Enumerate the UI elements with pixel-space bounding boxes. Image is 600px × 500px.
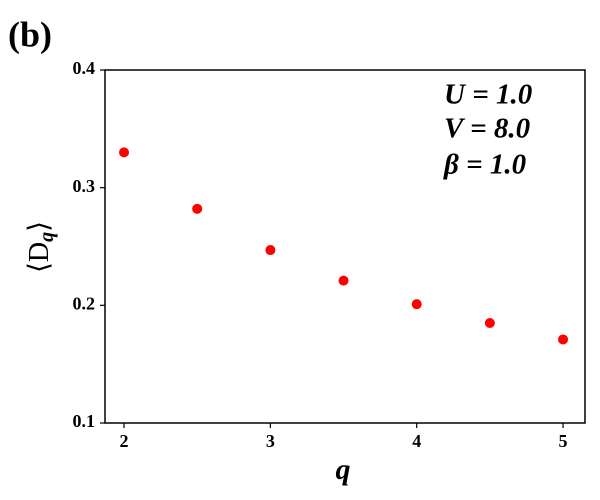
data-point — [411, 299, 422, 310]
y-axis-label: ⟨Dq⟩ — [24, 221, 57, 273]
annotation: V = 8.0 — [444, 113, 530, 145]
y-label-part: ⟨D — [24, 242, 55, 273]
y-label-subscript: q — [36, 232, 58, 242]
annotation: U = 1.0 — [444, 79, 532, 111]
data-point — [119, 147, 130, 158]
y-tick-label: 0.4 — [73, 58, 96, 78]
x-tick-label: 2 — [120, 431, 129, 451]
x-axis-label: q — [336, 453, 351, 486]
y-label-part: ⟩ — [24, 221, 55, 232]
data-point — [265, 245, 276, 256]
y-tick-label: 0.2 — [73, 293, 96, 313]
y-tick-label: 0.3 — [73, 176, 96, 196]
data-point — [484, 317, 495, 328]
x-tick-label: 3 — [266, 431, 275, 451]
annotation: β = 1.0 — [443, 149, 526, 181]
y-tick-label: 0.1 — [73, 411, 96, 431]
x-tick-label: 4 — [412, 431, 421, 451]
panel-label: (b) — [8, 14, 52, 54]
plot-frame — [104, 69, 586, 424]
data-point — [338, 275, 349, 286]
data-point — [192, 203, 203, 214]
x-tick-label: 5 — [559, 431, 568, 451]
data-point — [558, 334, 569, 345]
